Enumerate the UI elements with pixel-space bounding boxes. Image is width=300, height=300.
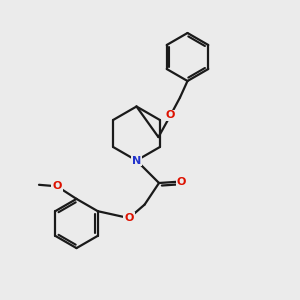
Text: O: O [166,110,175,121]
Text: O: O [177,176,186,187]
Text: O: O [52,181,62,191]
Text: N: N [132,155,141,166]
Text: O: O [124,213,134,223]
